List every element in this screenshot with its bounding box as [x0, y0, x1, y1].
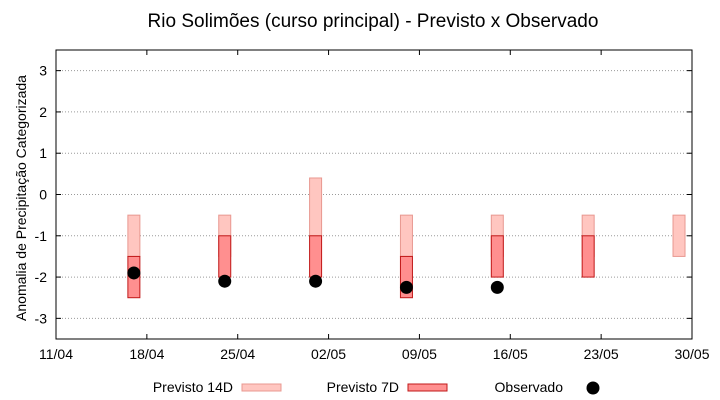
bars-layer: [127, 177, 686, 299]
y-tick-label: 1: [39, 145, 47, 161]
legend-label: Previsto 14D: [153, 379, 233, 395]
x-tick-label: 25/04: [220, 346, 255, 362]
y-tick-label: 3: [39, 63, 47, 79]
x-tick-label: 18/04: [129, 346, 164, 362]
bar-previsto-7d: [490, 235, 504, 278]
x-tick-label: 23/05: [584, 346, 619, 362]
bar-previsto-14d: [309, 177, 323, 237]
bar-previsto-14d: [127, 214, 141, 257]
y-tick-label: 0: [39, 187, 47, 203]
y-axis-label: Anomalia de Precipitação Categorizada: [13, 75, 29, 321]
axis-ticks: -3 -2 -1 0 1 2 3 11/04 18/04 25/04 02/05 09/05 16/05…: [35, 50, 710, 362]
x-tick-label: 30/05: [674, 346, 709, 362]
bar-previsto-14d: [399, 214, 413, 257]
point-observado: [490, 280, 504, 294]
points-layer: [127, 266, 504, 294]
bar-previsto-14d: [672, 214, 686, 257]
legend-swatch: [586, 381, 600, 395]
x-tick-label: 11/04: [39, 346, 73, 362]
legend-swatch: [407, 383, 448, 392]
bar-previsto-7d: [218, 235, 232, 278]
y-tick-label: -3: [35, 310, 48, 326]
legend-swatch: [241, 383, 282, 392]
y-tick-label: 2: [39, 104, 47, 120]
legend-label: Previsto 7D: [327, 379, 399, 395]
y-tick-label: -1: [35, 228, 48, 244]
chart-title: Rio Solimões (curso principal) - Previst…: [148, 11, 599, 32]
y-tick-label: -2: [35, 269, 48, 285]
point-observado: [399, 280, 413, 294]
bar-previsto-7d: [309, 235, 323, 278]
x-tick-label: 02/05: [311, 346, 346, 362]
legend-label: Observado: [495, 379, 564, 395]
point-observado: [218, 274, 232, 288]
bar-previsto-7d: [581, 235, 595, 278]
grid-lines: [56, 70, 692, 319]
point-observado: [309, 274, 323, 288]
point-observado: [127, 266, 141, 280]
x-tick-label: 09/05: [402, 346, 437, 362]
legend: Previsto 14D Previsto 7D Observado: [153, 379, 600, 395]
x-tick-label: 16/05: [493, 346, 528, 362]
